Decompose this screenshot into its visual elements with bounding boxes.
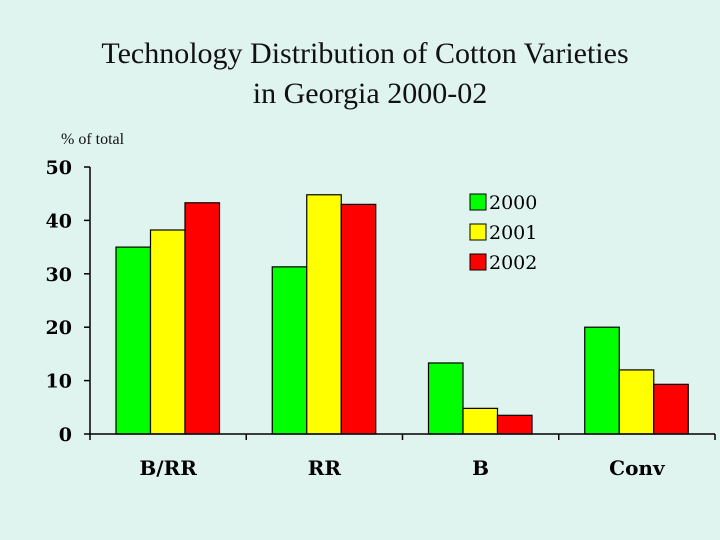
chart-title-line-1: Technology Distribution of Cotton Variet…: [101, 37, 629, 70]
x-category-label: B: [472, 456, 489, 480]
bar-b-rr-2000: [115, 246, 152, 435]
y-axis-unit-label: % of total: [61, 131, 125, 148]
bar-b-2000: [427, 362, 464, 435]
bar-conv-2002: [653, 383, 689, 435]
bar-b-2001: [462, 407, 499, 435]
x-category-label: B/RR: [139, 456, 197, 480]
legend-swatch-2002: [469, 253, 487, 271]
y-tick-label: 20: [46, 317, 72, 339]
y-tick-label: 0: [59, 424, 72, 446]
chart-title: Technology Distribution of Cotton Variet…: [0, 34, 720, 114]
y-tick-label: 40: [46, 210, 72, 232]
bar-b-2002: [496, 414, 533, 435]
legend-swatch-2001: [469, 223, 487, 241]
chart-title-line-2: in Georgia 2000-02: [252, 77, 488, 110]
legend-swatch-2000: [469, 193, 487, 211]
bar-conv-2000: [584, 326, 620, 435]
x-category-label: Conv: [609, 456, 666, 480]
x-category-label: RR: [308, 456, 342, 480]
y-tick-label: 10: [46, 371, 72, 393]
y-tick-label: 50: [46, 157, 72, 179]
bar-b-rr-2002: [184, 202, 221, 435]
bar-rr-2002: [340, 203, 377, 435]
bar-rr-2000: [271, 266, 308, 435]
legend-label-2002: 2002: [489, 252, 537, 274]
legend-label-2001: 2001: [489, 222, 537, 244]
legend-label-2000: 2000: [489, 192, 537, 214]
bar-conv-2001: [618, 369, 655, 435]
y-tick-label: 30: [46, 264, 72, 286]
bar-b-rr-2001: [149, 229, 186, 435]
bar-rr-2001: [306, 194, 342, 435]
